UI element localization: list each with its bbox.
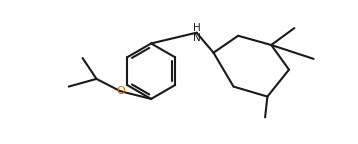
Text: N: N	[193, 33, 200, 43]
Text: H: H	[193, 23, 200, 33]
Text: O: O	[116, 86, 125, 96]
